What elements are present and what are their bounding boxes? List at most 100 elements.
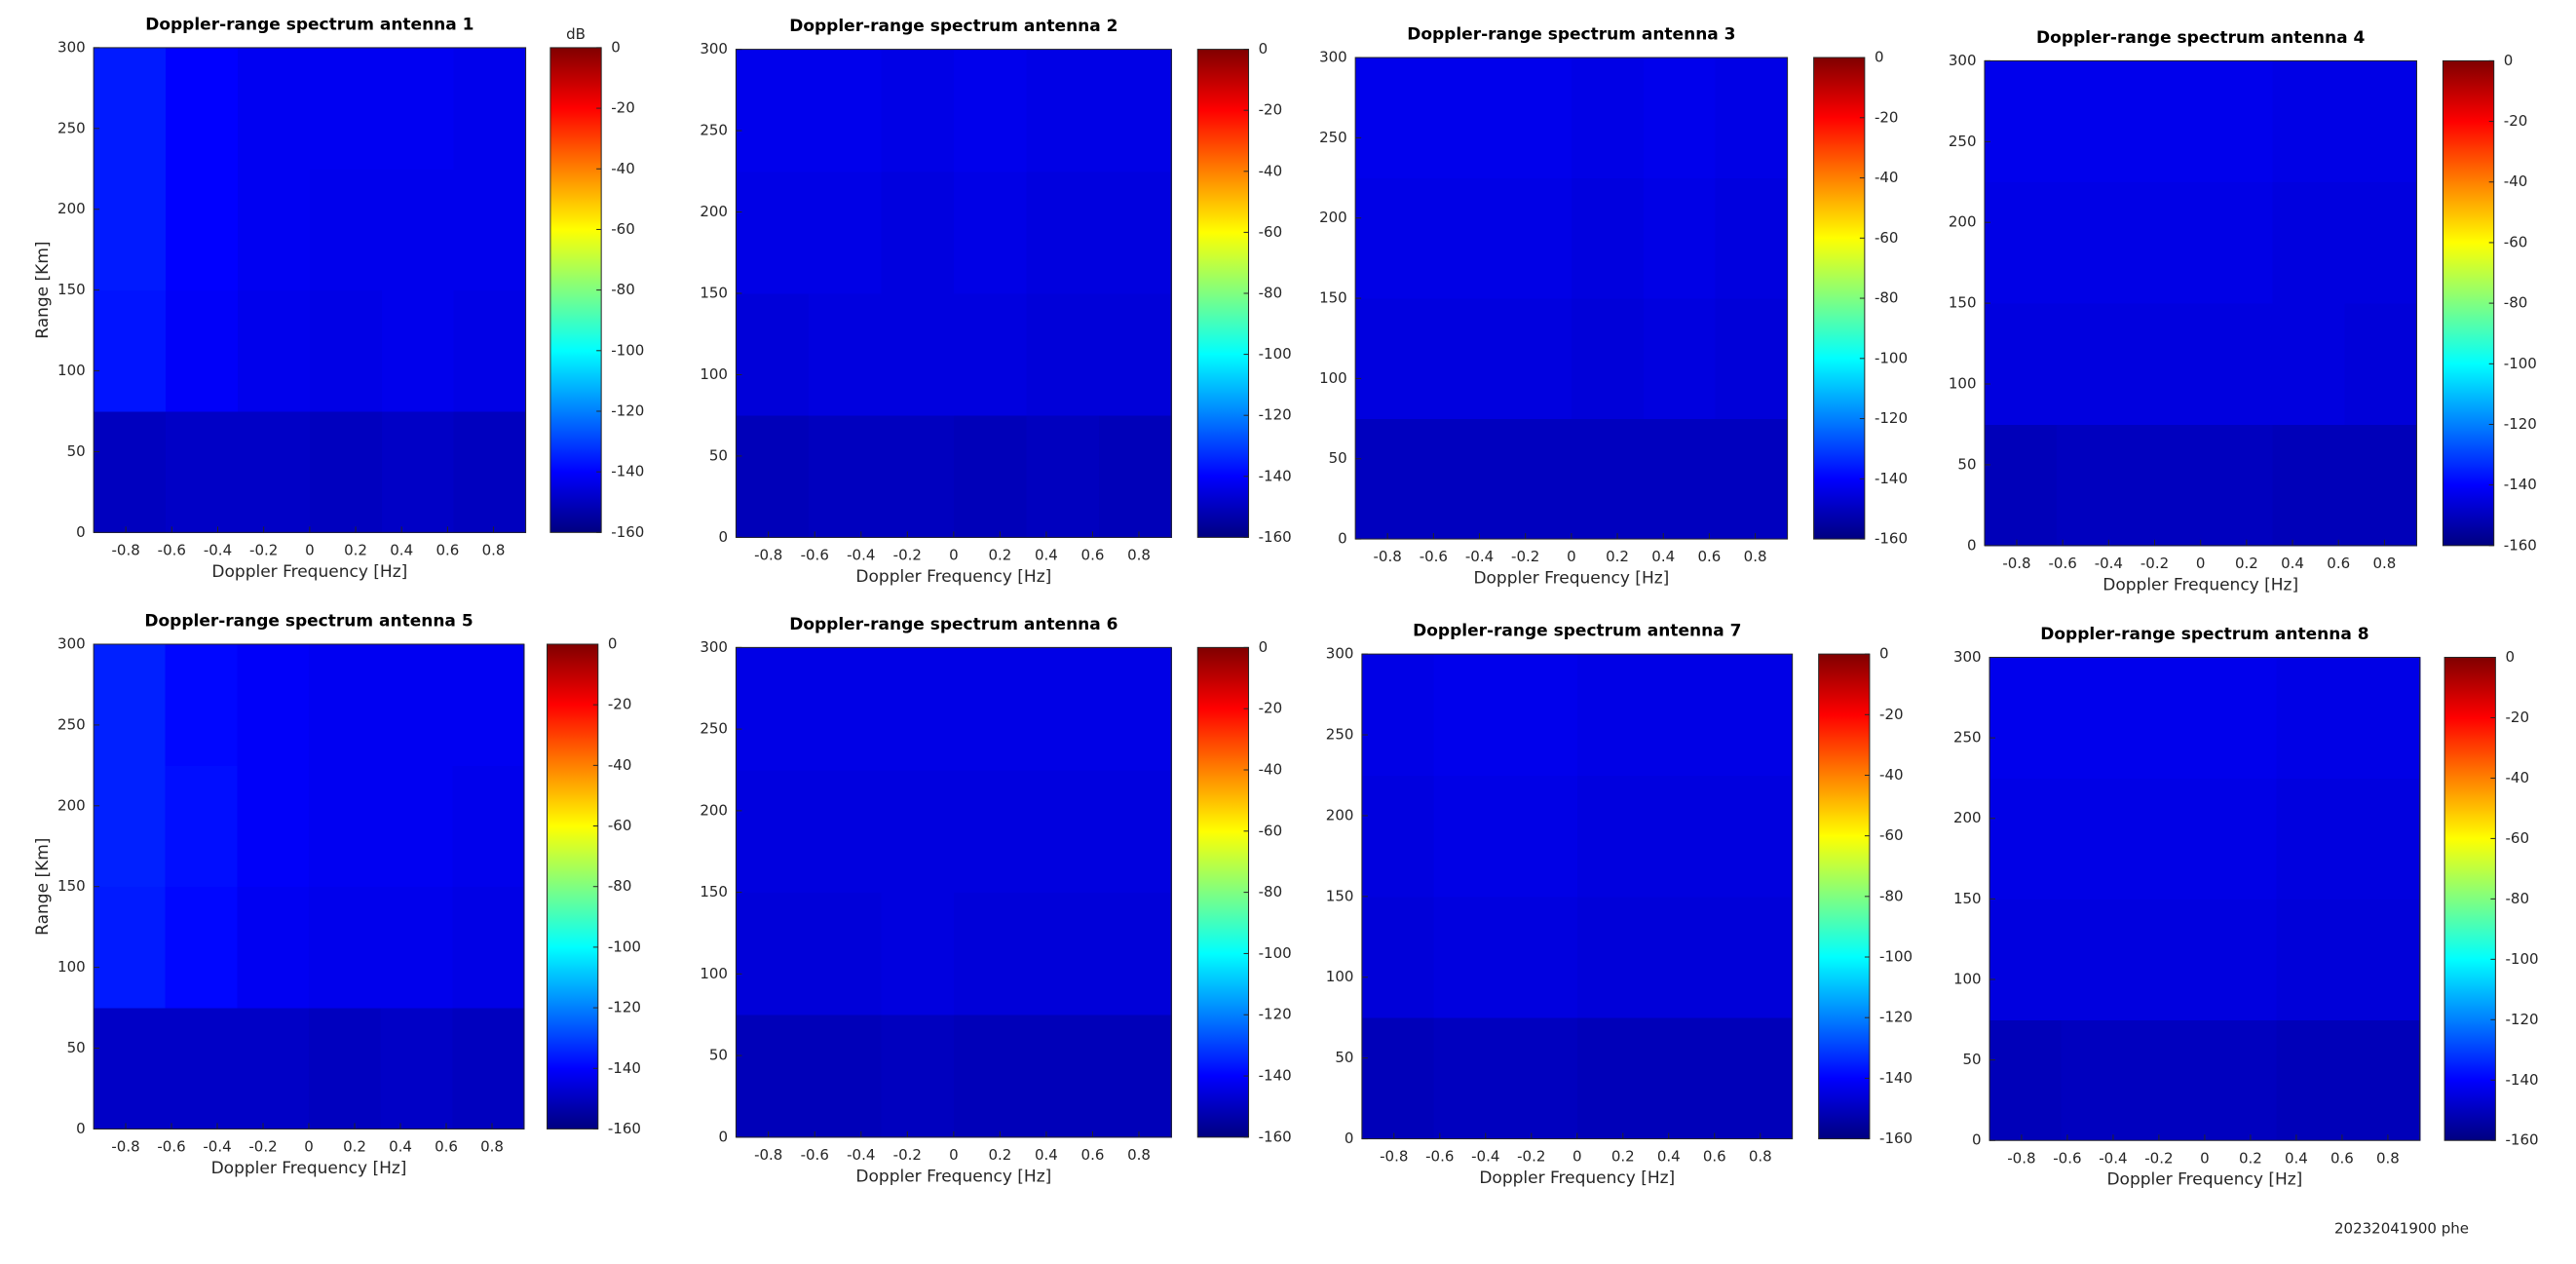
heatmap-cell: [1498, 57, 1572, 179]
heatmap-cell: [2200, 181, 2274, 304]
heatmap-cell: [2061, 657, 2134, 779]
colorbar-tick-label: -160: [2504, 536, 2537, 554]
heatmap-cell: [309, 886, 382, 1009]
x-tick-label: 0: [304, 1137, 314, 1155]
heatmap-cell: [953, 49, 1027, 172]
heatmap-cell: [2272, 60, 2346, 183]
y-tick-label: 300: [57, 38, 86, 56]
heatmap-cell: [309, 765, 382, 888]
colorbar-tick-label: 0: [2505, 648, 2515, 666]
subplot: Doppler-range spectrum antenna 2 -0.8 -0.6…: [700, 17, 1291, 587]
x-tick-label: 0.6: [1081, 546, 1105, 563]
x-tick-label: 0.4: [2285, 1149, 2308, 1167]
heatmap-cell: [1026, 49, 1100, 172]
heatmap-cell: [1715, 57, 1789, 179]
colorbar-tick-label: -80: [611, 281, 635, 298]
heatmap-cell: [2200, 303, 2274, 425]
heatmap-cell: [1505, 1017, 1578, 1140]
colorbar-tick-label: -40: [2505, 769, 2529, 786]
heatmap-cell: [953, 171, 1027, 294]
colorbar-tick-label: -40: [608, 756, 632, 774]
y-tick-label: 150: [1326, 887, 1354, 904]
colorbar-tick-label: 0: [1875, 49, 1884, 66]
heatmap-cell: [2344, 181, 2417, 304]
y-axis-label: Range [Km]: [33, 838, 53, 936]
x-tick-label: -0.8: [1380, 1148, 1408, 1166]
colorbar-tick-label: -140: [2504, 476, 2537, 493]
heatmap-cell: [2272, 303, 2346, 425]
x-axis-label: Doppler Frequency [Hz]: [2106, 1170, 2302, 1190]
x-tick-label: 0.8: [2376, 1149, 2400, 1167]
colorbar-tick-label: -100: [2504, 355, 2537, 372]
heatmap-cell: [1721, 775, 1794, 898]
colorbar-tick-label: -120: [611, 402, 644, 419]
x-tick-label: -0.6: [2053, 1149, 2081, 1167]
heatmap-cell: [736, 647, 810, 771]
colorbar-tick-label: -80: [608, 877, 632, 895]
heatmap-cell: [1026, 647, 1100, 771]
colorbar-tick-label: -120: [1259, 406, 1292, 424]
heatmap-cell: [1576, 775, 1649, 898]
x-tick-label: 0.8: [1744, 548, 1767, 565]
x-tick-label: -0.2: [893, 546, 922, 563]
y-tick-label: 50: [709, 446, 728, 464]
x-tick-label: 0.8: [1127, 546, 1151, 563]
heatmap-cell: [237, 1008, 310, 1130]
x-tick-label: -0.4: [2099, 1149, 2127, 1167]
colorbar-tick-label: -120: [1875, 409, 1908, 427]
heatmap-cell: [1026, 292, 1100, 416]
colorbar-tick-label: -140: [1259, 1067, 1292, 1085]
colorbar: [1196, 49, 1250, 538]
x-tick-label: 0: [2200, 1149, 2210, 1167]
colorbar-tick-label: -60: [1879, 826, 1904, 844]
heatmap-cell: [1026, 892, 1100, 1015]
subplot: Doppler-range spectrum antenna 7 -0.8 -0.6…: [1326, 622, 1913, 1189]
heatmap-cell: [736, 892, 810, 1015]
heatmap-cell: [2344, 424, 2417, 547]
colorbar-tick-label: -60: [1259, 223, 1283, 241]
x-tick-label: -0.4: [847, 546, 875, 563]
x-tick-label: 0.8: [1127, 1146, 1151, 1164]
heatmap-cell: [2276, 657, 2349, 779]
heatmap-cell: [1433, 654, 1506, 776]
heatmap-cell: [1648, 896, 1722, 1018]
colorbar-tick-label: -120: [1879, 1009, 1913, 1026]
y-tick-label: 50: [1957, 455, 1976, 473]
x-tick-label: 0.2: [2239, 1149, 2262, 1167]
y-tick-label: 150: [1319, 289, 1347, 307]
heatmap-cell: [1098, 1015, 1172, 1138]
heatmap-cell: [1576, 654, 1649, 776]
heatmap-cell: [1989, 778, 2063, 900]
heatmap-cell: [953, 292, 1027, 416]
colorbar-tick-label: -140: [1875, 470, 1908, 487]
colorbar-tick-label: -160: [1259, 528, 1292, 546]
heatmap-cell: [94, 47, 167, 170]
y-tick-label: 0: [76, 523, 86, 541]
colorbar-tick-label: -160: [1259, 1128, 1292, 1145]
colorbar-tick-label: -20: [608, 696, 632, 713]
y-tick-label: 100: [57, 958, 86, 976]
heatmap-cell: [953, 647, 1027, 771]
heatmap-cell: [808, 49, 882, 172]
y-tick-label: 50: [709, 1047, 728, 1064]
heatmap-cell: [736, 1015, 810, 1138]
y-tick-label: 200: [1326, 806, 1354, 824]
colorbar-label: dB: [566, 25, 586, 43]
x-tick-label: 0.2: [1606, 548, 1629, 565]
heatmap-cell: [1026, 1015, 1100, 1138]
x-tick-label: 0: [2196, 555, 2206, 572]
x-tick-label: 0.8: [480, 1137, 504, 1155]
heatmap-cell: [1427, 298, 1500, 420]
footer-text: 20232041900 phe: [2334, 1220, 2469, 1238]
x-tick-label: -0.8: [754, 546, 782, 563]
heatmap-cell: [1989, 899, 2063, 1020]
heatmap-cell: [736, 171, 810, 294]
y-tick-label: 250: [1949, 133, 1977, 150]
colorbar-tick-label: -20: [1259, 700, 1283, 717]
y-tick-label: 200: [700, 801, 728, 819]
y-tick-label: 250: [57, 119, 86, 136]
y-tick-label: 300: [700, 638, 728, 656]
y-tick-label: 0: [718, 528, 728, 546]
chart-title: Doppler-range spectrum antenna 8: [2040, 625, 2368, 644]
